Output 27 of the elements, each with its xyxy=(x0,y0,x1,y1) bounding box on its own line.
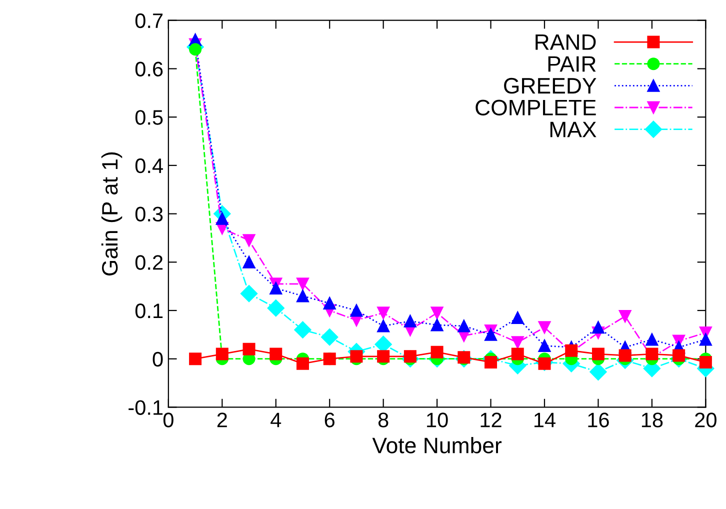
y-tick-label: 0 xyxy=(152,352,163,367)
x-tick-label: 16 xyxy=(588,412,609,428)
y-tick-label: 0.1 xyxy=(135,303,163,318)
x-tick-label: 18 xyxy=(642,412,663,428)
x-tick-label: 0 xyxy=(163,412,174,428)
x-tick-label: 10 xyxy=(427,412,448,428)
x-tick-label: 14 xyxy=(534,412,556,428)
x-tick-label: 4 xyxy=(270,412,282,428)
x-axis-title: Vote Number xyxy=(372,437,502,454)
legend-label: MAX xyxy=(550,122,596,138)
y-tick-label: 0.4 xyxy=(135,158,163,174)
x-tick-label: 2 xyxy=(217,412,227,428)
y-tick-label: 0.7 xyxy=(135,13,163,28)
x-tick-label: 12 xyxy=(480,412,502,428)
x-tick-label: 8 xyxy=(378,412,388,428)
legend-label: PAIR xyxy=(548,56,596,72)
legend-label: GREEDY xyxy=(504,78,596,94)
y-tick-label: 0.3 xyxy=(135,206,163,222)
y-tick-label: 0.5 xyxy=(135,110,163,125)
legend-label: COMPLETE xyxy=(476,100,596,116)
y-tick-label: 0.2 xyxy=(135,255,163,270)
y-tick-label: -0.1 xyxy=(128,400,163,415)
legend-label: RAND xyxy=(536,34,596,50)
x-tick-label: 6 xyxy=(324,412,334,428)
y-axis-title: Gain (P at 1) xyxy=(101,152,122,276)
x-tick-label: 20 xyxy=(695,412,716,428)
y-tick-label: 0.6 xyxy=(135,62,163,76)
